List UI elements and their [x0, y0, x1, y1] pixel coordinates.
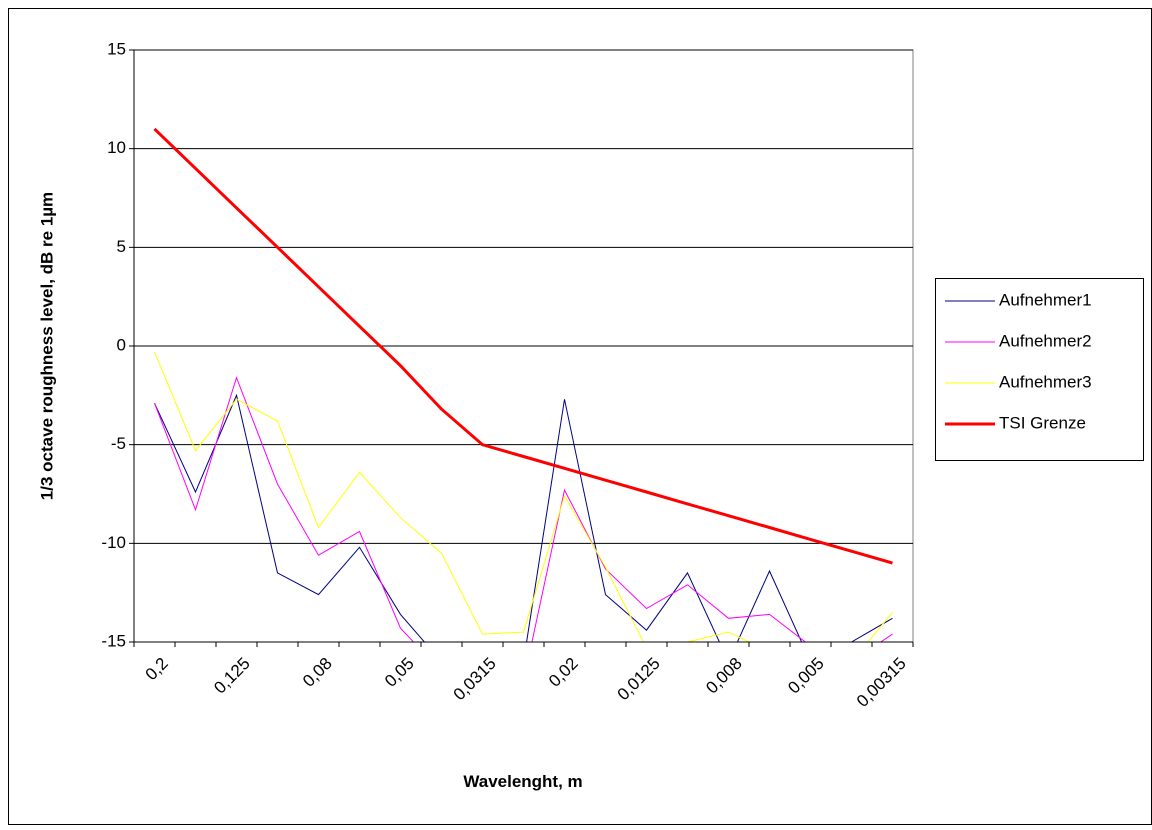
- y-tick-label: 10: [107, 138, 126, 157]
- y-tick-label: 0: [117, 335, 126, 354]
- y-axis-title: 1/3 octave roughness level, dB re 1µm: [37, 192, 56, 500]
- y-tick-label: 15: [107, 39, 126, 58]
- legend: [935, 278, 1144, 461]
- legend-label: TSI Grenze: [999, 413, 1086, 432]
- legend-label: Aufnehmer3: [999, 372, 1092, 391]
- x-axis-title: Wavelenght, m: [463, 772, 582, 791]
- y-tick-label: -5: [111, 434, 126, 453]
- series-line: [154, 393, 893, 642]
- legend-label: Aufnehmer2: [999, 331, 1092, 350]
- y-tick-label: -10: [101, 533, 126, 552]
- series-line: [154, 351, 893, 642]
- series-line: [154, 376, 893, 642]
- y-tick-label: 5: [117, 237, 126, 256]
- series-line: [153, 127, 893, 565]
- legend-label: Aufnehmer1: [999, 290, 1092, 309]
- y-tick-label: -15: [101, 631, 126, 650]
